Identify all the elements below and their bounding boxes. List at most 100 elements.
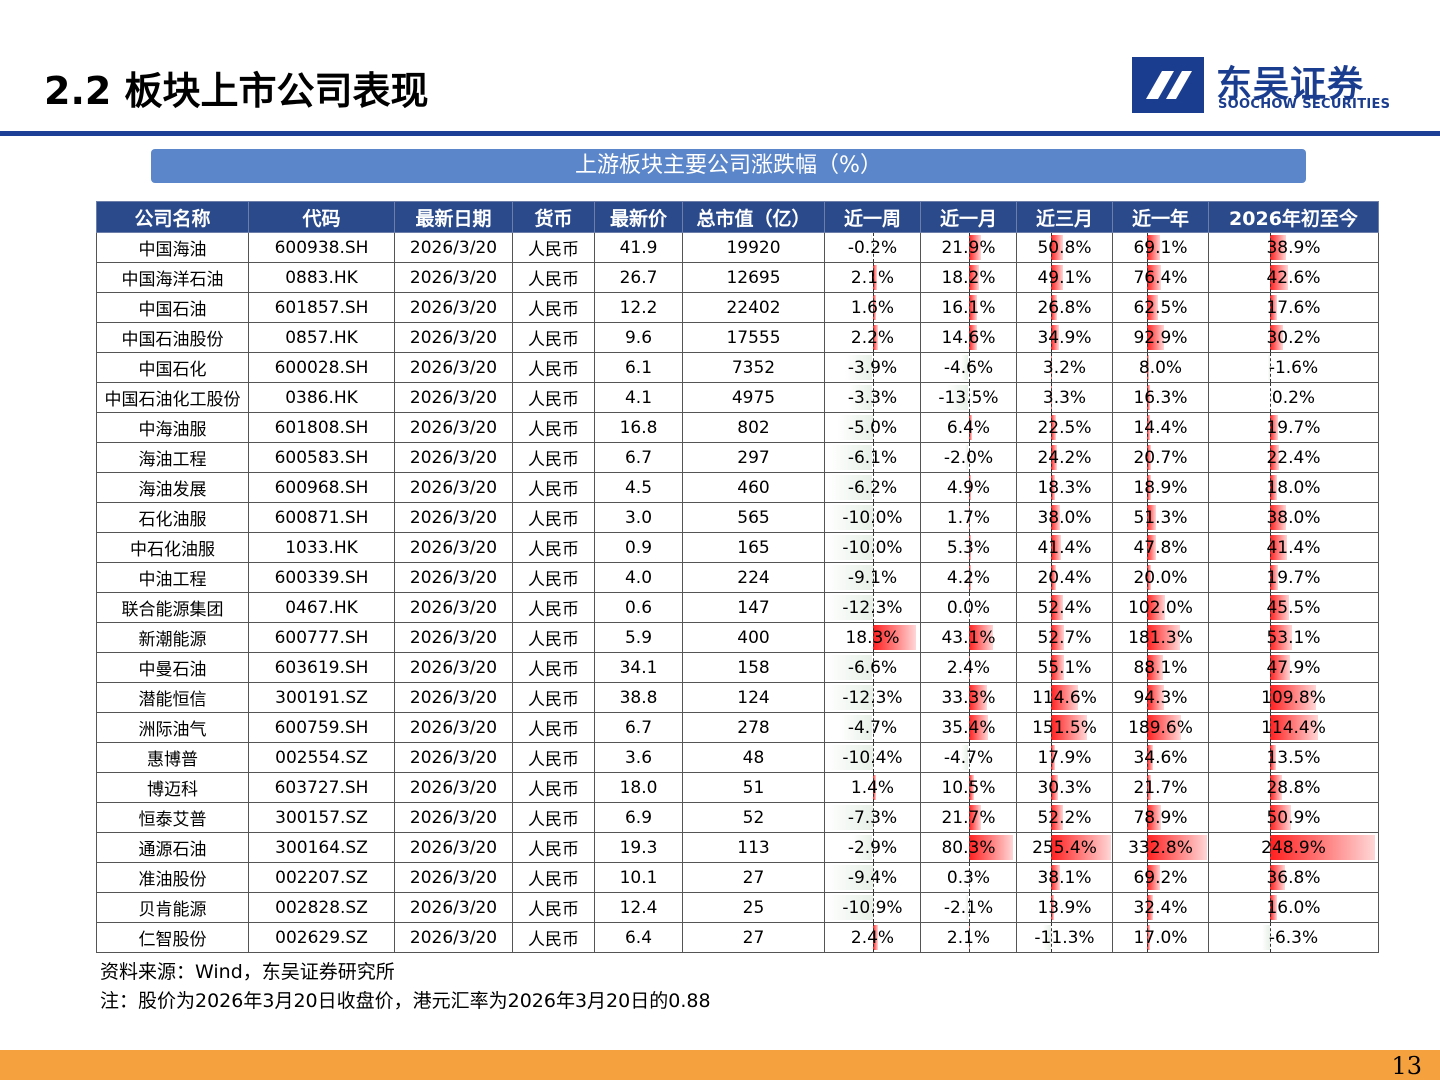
pct-value: 21.9%: [941, 237, 996, 258]
pct-value: -2.0%: [943, 447, 994, 468]
stock-code: 002554.SZ: [248, 742, 395, 773]
latest-date: 2026/3/20: [394, 592, 513, 623]
bar-axis: [968, 413, 970, 442]
pct-cell: 30.3%: [1016, 772, 1113, 803]
latest-price: 3.0: [594, 502, 683, 533]
pct-cell: 47.9%: [1208, 652, 1379, 683]
data-bar: [1147, 685, 1165, 710]
pct-cell: 24.2%: [1016, 442, 1113, 473]
table-row: 中曼石油 603619.SH 2026/3/20 人民币 34.1 158 -6.6% 2.4…: [96, 652, 1379, 683]
bar-axis: [968, 773, 970, 802]
bar-axis: [872, 563, 874, 592]
data-bar: [1269, 775, 1283, 800]
latest-date: 2026/3/20: [394, 382, 513, 413]
bar-axis: [1147, 863, 1149, 892]
stock-code: 0857.HK: [248, 322, 395, 353]
pct-value: 8.0%: [1138, 357, 1183, 378]
data-bar: [844, 355, 873, 380]
pct-cell: 2.4%: [824, 922, 921, 953]
data-bar: [1051, 445, 1057, 470]
bar-axis: [1269, 563, 1271, 592]
pct-cell: 21.7%: [920, 802, 1017, 833]
pct-value: 26.8%: [1037, 297, 1092, 318]
column-header: 最新价: [594, 201, 683, 233]
company-name: 石化油服: [96, 502, 249, 533]
pct-cell: 38.0%: [1016, 502, 1113, 533]
pct-cell: 20.4%: [1016, 562, 1113, 593]
data-bar: [851, 835, 873, 860]
company-name: 贝肯能源: [96, 892, 249, 923]
pct-value: -6.2%: [847, 477, 898, 498]
pct-cell: 0.0%: [920, 592, 1017, 623]
pct-value: -9.4%: [847, 867, 898, 888]
pct-value: -6.3%: [1268, 927, 1319, 948]
pct-value: 52.4%: [1037, 597, 1092, 618]
data-bar: [825, 745, 873, 770]
bar-axis: [1269, 803, 1271, 832]
pct-value: 17.0%: [1133, 927, 1188, 948]
latest-date: 2026/3/20: [394, 232, 513, 263]
data-bar: [1269, 265, 1288, 290]
pct-value: 50.9%: [1266, 807, 1321, 828]
data-bar: [968, 295, 978, 320]
table-row: 中国石油化工股份 0386.HK 2026/3/20 人民币 4.1 4975 -3.3% -…: [96, 382, 1379, 413]
currency: 人民币: [512, 682, 595, 713]
latest-price: 6.9: [594, 802, 683, 833]
latest-date: 2026/3/20: [394, 502, 513, 533]
bar-axis: [872, 413, 874, 442]
pct-value: 19.7%: [1266, 417, 1321, 438]
pct-value: 19.7%: [1266, 567, 1321, 588]
pct-value: -12.3%: [842, 597, 903, 618]
bar-axis: [1147, 683, 1149, 712]
company-name: 中油工程: [96, 562, 249, 593]
pct-cell: 49.1%: [1016, 262, 1113, 293]
bar-axis: [1051, 623, 1053, 652]
pct-cell: 51.3%: [1112, 502, 1209, 533]
currency: 人民币: [512, 322, 595, 353]
data-bar: [1051, 475, 1056, 500]
pct-value: 16.3%: [1133, 387, 1188, 408]
pct-value: 2.4%: [946, 657, 991, 678]
bar-axis: [1051, 383, 1053, 412]
company-name: 仁智股份: [96, 922, 249, 953]
pct-cell: 1.6%: [824, 292, 921, 323]
bar-axis: [1051, 443, 1053, 472]
latest-price: 41.9: [594, 232, 683, 263]
pct-value: -10.9%: [842, 897, 903, 918]
company-name: 洲际油气: [96, 712, 249, 743]
bar-axis: [1147, 383, 1149, 412]
data-bar: [968, 265, 979, 290]
stock-code: 002828.SZ: [248, 892, 395, 923]
pct-value: 0.0%: [946, 597, 991, 618]
data-bar: [968, 325, 977, 350]
pct-cell: -4.6%: [920, 352, 1017, 383]
data-bar: [1269, 445, 1280, 470]
data-bar: [1051, 805, 1064, 830]
data-bar: [825, 535, 873, 560]
bar-axis: [968, 803, 970, 832]
bar-axis: [1051, 713, 1053, 742]
bar-axis: [1147, 803, 1149, 832]
bar-axis: [968, 833, 970, 862]
data-bar: [1147, 535, 1156, 560]
bar-axis: [1051, 803, 1053, 832]
bar-axis: [1147, 533, 1149, 562]
pct-value: -5.0%: [847, 417, 898, 438]
pct-value: 17.9%: [1037, 747, 1092, 768]
data-bar: [968, 235, 981, 260]
pct-cell: 53.1%: [1208, 622, 1379, 653]
data-bar: [1267, 355, 1270, 380]
pct-cell: 69.1%: [1112, 232, 1209, 263]
pct-value: -10.0%: [842, 507, 903, 528]
stock-code: 600777.SH: [248, 622, 395, 653]
bar-axis: [872, 293, 874, 322]
data-bar: [1051, 655, 1065, 680]
pct-value: 34.6%: [1133, 747, 1188, 768]
pct-cell: 14.4%: [1112, 412, 1209, 443]
bar-axis: [872, 683, 874, 712]
bar-axis: [872, 713, 874, 742]
market-cap: 25: [682, 892, 825, 923]
bar-axis: [1269, 833, 1271, 862]
table-row: 潜能恒信 300191.SZ 2026/3/20 人民币 38.8 124 -12.3% 33…: [96, 682, 1379, 713]
bar-axis: [1269, 683, 1271, 712]
